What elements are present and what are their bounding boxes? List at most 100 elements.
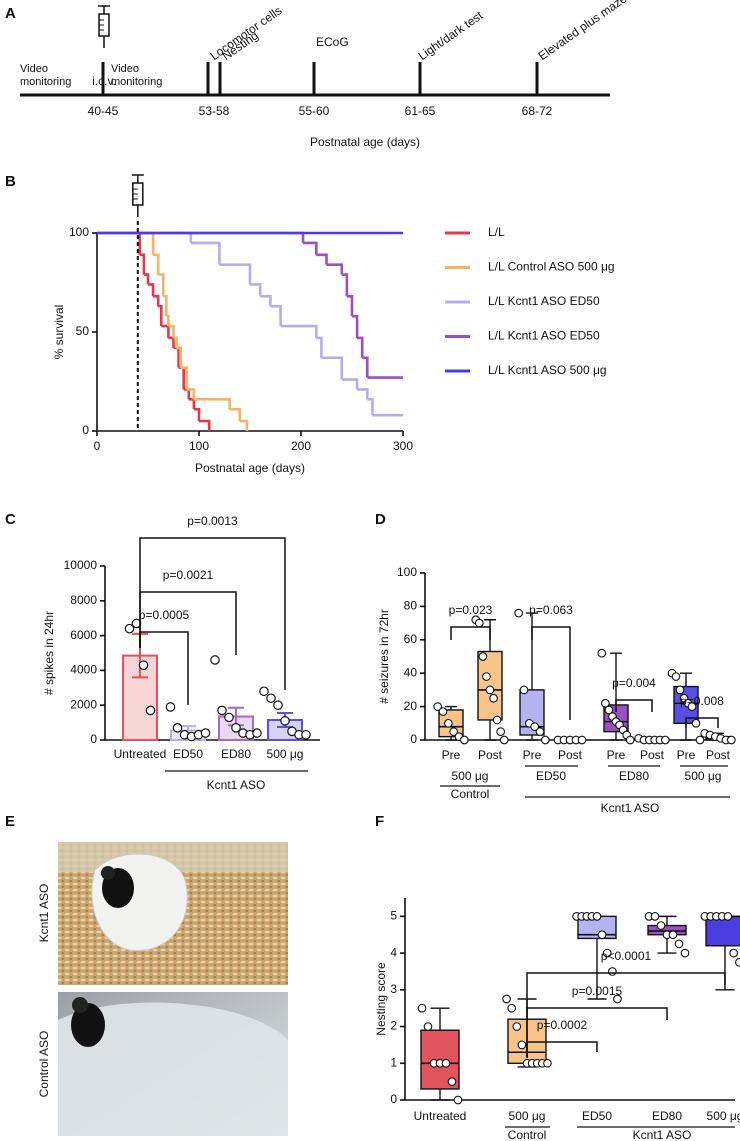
y-tick-label: 50	[76, 324, 90, 338]
data-point	[433, 702, 443, 711]
data-point	[604, 705, 614, 715]
data-point	[592, 912, 602, 921]
y-tick-label: 0	[82, 423, 89, 437]
survival-step	[168, 324, 175, 338]
panel-letter: A	[5, 5, 16, 22]
survival-step	[321, 356, 344, 380]
y-tick-label: 10000	[64, 558, 98, 572]
data-point	[138, 660, 149, 670]
data-point	[165, 702, 176, 712]
survival-step	[316, 336, 323, 358]
survival-step	[199, 419, 211, 431]
survival-step	[153, 253, 160, 275]
group-label: ED80	[619, 769, 649, 783]
panel-letter: B	[5, 173, 16, 190]
y-tick-label: 8000	[70, 593, 97, 607]
data-point	[443, 718, 453, 728]
event-label: ECoG	[316, 35, 349, 49]
group-label: ED50	[536, 769, 566, 783]
survival-step	[158, 304, 163, 327]
data-point	[478, 652, 488, 661]
survival-step	[183, 388, 191, 400]
data-point	[600, 698, 610, 708]
timeline-xlabel: Postnatal age (days)	[310, 135, 420, 149]
event-label: Light/dark test	[416, 8, 486, 63]
data-point	[172, 723, 183, 733]
significance-bracket	[531, 626, 571, 720]
p-value: p=0.023	[449, 603, 493, 617]
x-tick-label: 100	[189, 439, 209, 453]
x-tick-label: Post	[706, 748, 731, 762]
data-point	[668, 930, 678, 940]
age-range: 68-72	[522, 104, 553, 118]
data-point	[512, 1022, 522, 1031]
photo-label: Control ASO	[37, 1031, 51, 1098]
p-value: p=0.004	[612, 676, 656, 690]
y-tick-label: 2000	[70, 697, 97, 711]
data-point	[507, 1003, 517, 1013]
p-value: p=0.0005	[139, 608, 190, 622]
panel-letter: F	[375, 813, 384, 830]
data-point	[252, 728, 262, 738]
survival-step	[168, 336, 175, 348]
y-axis-label: # spikes in 24hr	[42, 611, 56, 695]
data-point	[273, 700, 283, 710]
p-value: p=0.063	[529, 603, 573, 617]
data-point	[482, 672, 491, 681]
survival-step	[166, 314, 170, 327]
legend-label: L/L Kcnt1 ASO 500 μg	[488, 363, 607, 377]
y-axis-label: Nesting score	[374, 962, 388, 1036]
survival-step	[186, 388, 196, 400]
data-point	[613, 994, 622, 1004]
data-point	[280, 716, 290, 726]
survival-step	[148, 231, 155, 255]
survival-step	[176, 346, 182, 368]
survival-step	[193, 398, 231, 410]
y-tick-label: 0	[410, 732, 417, 746]
data-point	[124, 623, 135, 634]
data-point	[145, 705, 156, 716]
x-tick-label: 0	[94, 439, 101, 453]
data-point	[675, 685, 685, 695]
survival-step	[250, 283, 262, 297]
survival-step	[139, 253, 146, 275]
x-tick-label: Pre	[677, 748, 696, 762]
y-tick-label: 5	[390, 909, 397, 923]
legend-label: L/L Kcnt1 ASO ED50	[488, 329, 600, 343]
survival-step	[148, 283, 155, 297]
significance-bracket	[450, 626, 491, 640]
x-tick-label: Post	[478, 748, 503, 762]
y-tick-label: 40	[404, 665, 418, 679]
age-range: 61-65	[405, 104, 436, 118]
data-point	[474, 618, 484, 628]
data-point	[492, 715, 502, 725]
survival-step	[303, 241, 318, 255]
x-tick-label: 200	[291, 439, 311, 453]
group-label: 500 μg	[452, 769, 489, 783]
y-tick-label: 2	[390, 1019, 397, 1033]
y-axis-label: % survival	[52, 305, 66, 360]
x-tick-label: 500 μg	[267, 747, 304, 761]
survival-step	[190, 241, 221, 265]
legend-label: L/L	[488, 225, 505, 239]
event-label: i.c.v.	[92, 74, 116, 88]
data-point	[680, 948, 690, 958]
data-point	[517, 1040, 527, 1050]
survival-step	[316, 253, 328, 265]
survival-step	[180, 366, 189, 390]
y-tick-label: 60	[404, 632, 418, 646]
survival-step	[153, 295, 160, 307]
significance-bracket	[615, 699, 653, 712]
survival-step	[362, 356, 369, 378]
data-point	[502, 994, 511, 1004]
data-point	[441, 1058, 451, 1068]
data-point	[459, 735, 469, 745]
group-label: 500 μg	[685, 769, 722, 783]
group-label: Control	[451, 787, 490, 801]
data-point	[607, 967, 617, 976]
survival-step	[173, 346, 180, 368]
p-value: p=0.0013	[187, 514, 238, 528]
p-value: p=0.0021	[163, 568, 214, 582]
